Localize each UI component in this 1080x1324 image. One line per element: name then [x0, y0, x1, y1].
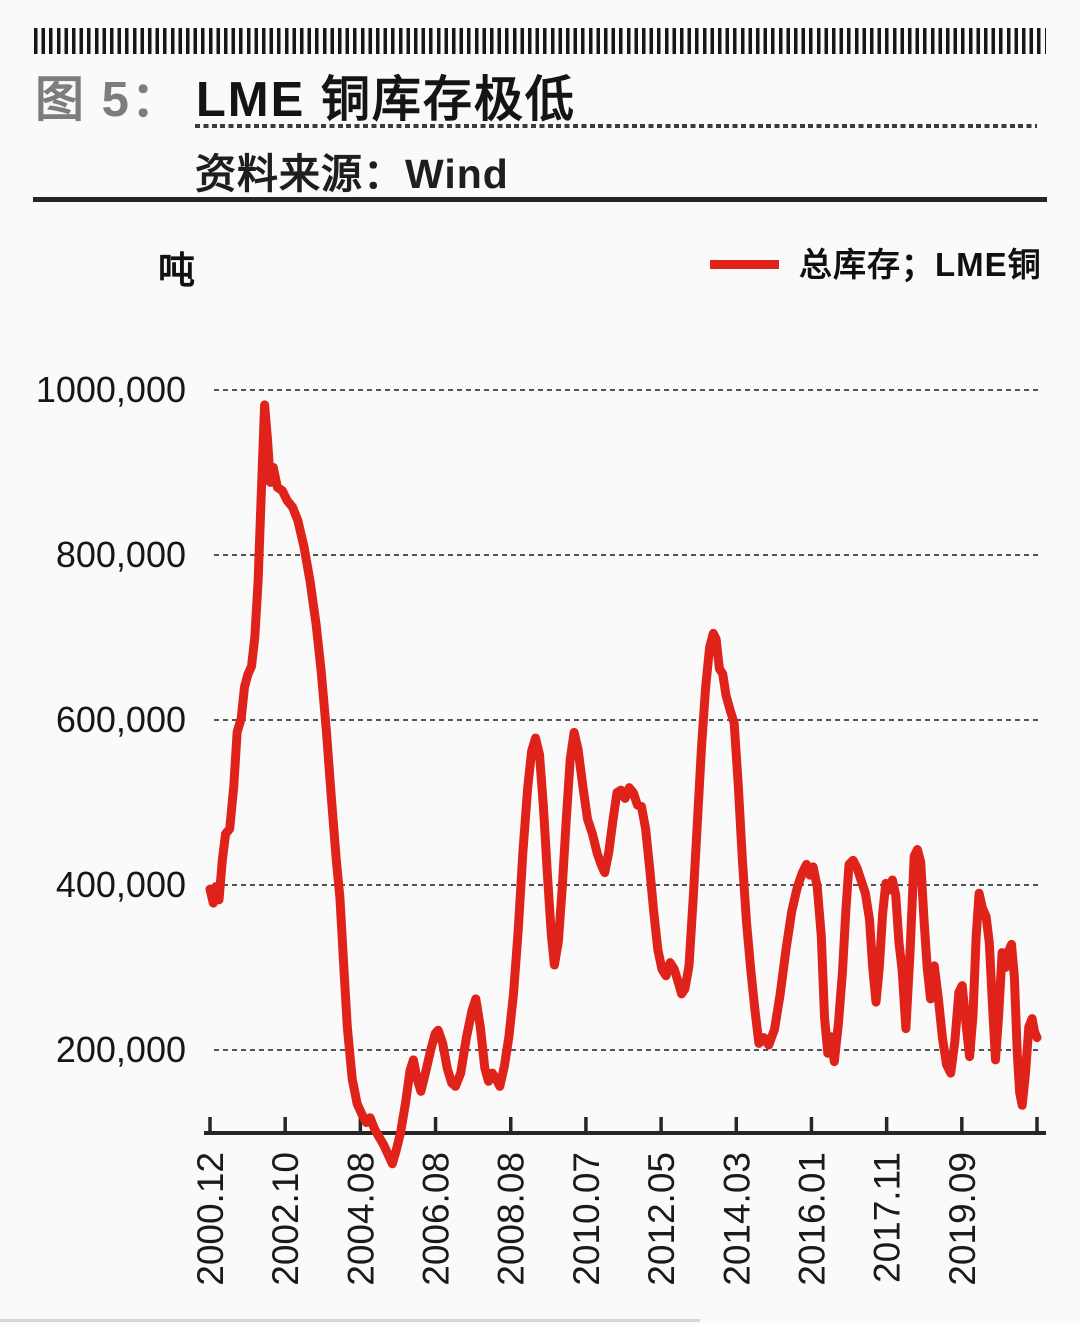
x-tick-label: 2010.07 [566, 1152, 607, 1286]
x-tick-label: 2019.09 [942, 1152, 983, 1286]
header-rule [33, 197, 1047, 202]
y-tick-label: 400,000 [56, 864, 186, 905]
data-source-label: 资料来源：Wind [195, 151, 509, 197]
legend-line-swatch-icon [710, 259, 779, 269]
figure-title-row: 图 5： LME 铜库存极低 [35, 60, 576, 131]
figure-title: LME 铜库存极低 [195, 73, 576, 127]
x-tick-label: 2002.10 [265, 1152, 306, 1286]
dotted-divider [195, 124, 1037, 128]
y-tick-label: 200,000 [56, 1029, 186, 1070]
x-tick-label: 2008.08 [491, 1152, 532, 1286]
y-tick-label: 1000,000 [36, 369, 186, 410]
y-axis-unit-label: 吨 [158, 250, 195, 291]
y-tick-label: 800,000 [56, 534, 186, 575]
page-edge-line [0, 1319, 700, 1322]
figure-number-label: 图 5： [35, 73, 182, 127]
y-tick-label: 600,000 [56, 699, 186, 740]
x-tick-label: 2000.12 [190, 1152, 231, 1286]
x-tick-label: 2014.03 [716, 1152, 757, 1286]
decorative-barcode-bar [34, 28, 1046, 54]
legend-series-label: 总库存；LME铜 [799, 246, 1042, 283]
x-tick-label: 2006.08 [416, 1152, 457, 1286]
x-tick-label: 2017.11 [867, 1152, 908, 1283]
series-line [205, 400, 1042, 1169]
chart-legend: 总库存；LME铜 [710, 238, 1042, 286]
x-tick-label: 2004.08 [340, 1152, 381, 1286]
x-tick-label: 2016.01 [791, 1152, 832, 1286]
x-tick-label: 2012.05 [641, 1152, 682, 1286]
